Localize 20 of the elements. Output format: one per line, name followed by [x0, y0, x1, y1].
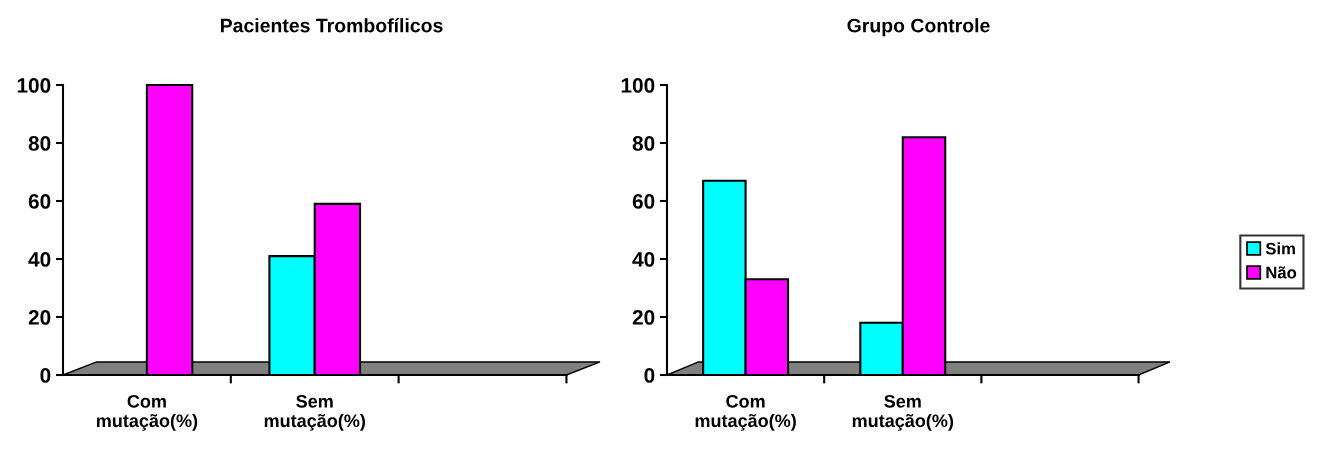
y-tick-label: 20 [28, 310, 51, 325]
y-tick-label: 0 [644, 368, 655, 383]
x-tick-label: Com mutação(%) [96, 394, 198, 431]
chart-title: Pacientes Trombofílicos [220, 17, 443, 33]
x-tick-label: Sem mutação(%) [264, 394, 365, 431]
chart-title: Grupo Controle [847, 18, 990, 37]
x-tick-label: Sem mutação(%) [852, 394, 954, 431]
y-tick-label: 40 [28, 252, 51, 267]
y-tick-label: 80 [28, 136, 51, 151]
y-tick-label: 60 [28, 194, 51, 209]
legend-label: Não [1266, 266, 1297, 279]
y-tick-label: 80 [632, 136, 655, 151]
x-tick-label: Com mutação(%) [695, 394, 796, 431]
y-tick-label: 0 [40, 368, 51, 383]
y-tick-label: 40 [632, 252, 655, 267]
y-tick-label: 100 [621, 78, 655, 93]
y-tick-label: 20 [632, 310, 655, 325]
y-tick-label: 60 [632, 194, 655, 209]
legend-label: Sim [1265, 242, 1295, 255]
y-tick-label: 100 [17, 78, 51, 93]
